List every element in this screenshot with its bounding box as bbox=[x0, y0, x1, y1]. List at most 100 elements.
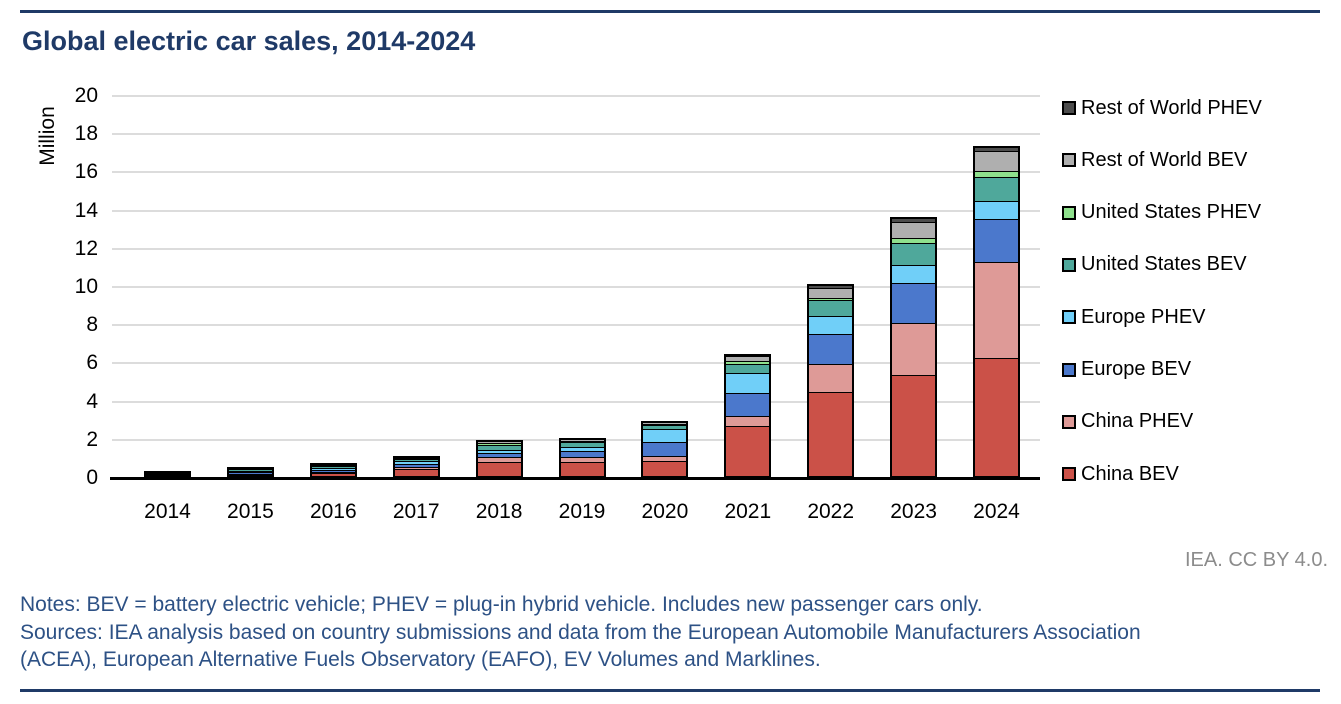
segment-boundary bbox=[558, 445, 606, 448]
x-tick-label-2019: 2019 bbox=[558, 500, 606, 523]
segment-boundary bbox=[807, 286, 855, 289]
segment-boundary bbox=[890, 282, 938, 285]
segment-boundary bbox=[724, 392, 772, 395]
bar-segment-2017-china-bev bbox=[392, 469, 440, 478]
plot-area: Million 0 2 4 6 8 10 12 14 16 18 20 2014 2015 2016 20… bbox=[36, 85, 1040, 523]
segment-boundary bbox=[392, 465, 440, 468]
segment-boundary bbox=[890, 322, 938, 325]
legend-swatch-icon bbox=[1062, 362, 1076, 377]
segment-boundary bbox=[724, 425, 772, 428]
y-tick-label-14: 14 bbox=[74, 198, 98, 222]
legend-swatch-icon bbox=[1062, 310, 1076, 325]
bar-segment-2020-united-states-bev bbox=[641, 424, 689, 430]
bar-segment-2023-china-phev bbox=[890, 323, 938, 375]
x-tick-label-2015: 2015 bbox=[227, 500, 274, 523]
legend-label: Rest of World PHEV bbox=[1081, 96, 1262, 119]
segment-boundary bbox=[475, 461, 523, 464]
segment-boundary bbox=[558, 456, 606, 459]
segment-boundary bbox=[973, 261, 1020, 264]
segment-boundary bbox=[807, 332, 855, 335]
bar-segment-2022-china-phev bbox=[807, 364, 855, 393]
gridline-18 bbox=[112, 133, 1040, 136]
legend-swatch-icon bbox=[1062, 257, 1076, 272]
y-tick-label-12: 12 bbox=[74, 236, 98, 260]
bar-segment-2023-rest-of-world-phev bbox=[890, 217, 938, 223]
segment-boundary bbox=[392, 463, 440, 466]
legend-swatch-icon bbox=[1062, 101, 1076, 115]
bar-2016 bbox=[309, 462, 357, 478]
bar-segment-2023-rest-of-world-bev bbox=[890, 222, 938, 239]
legend-label: Rest of World BEV bbox=[1081, 148, 1248, 171]
segment-boundary bbox=[226, 474, 274, 477]
bar-segment-2019-europe-bev bbox=[558, 450, 606, 458]
bar-segment-2023-united-states-bev bbox=[890, 243, 938, 266]
segment-boundary bbox=[558, 441, 606, 444]
bar-segment-2020-china-phev bbox=[641, 456, 689, 461]
x-tick-label-2016: 2016 bbox=[309, 500, 357, 523]
x-tick-label-2024: 2024 bbox=[973, 500, 1020, 523]
bar-segment-2020-europe-bev bbox=[641, 441, 689, 457]
segment-boundary bbox=[475, 444, 523, 447]
x-tick-label-2022: 2022 bbox=[807, 500, 855, 523]
bar-segment-2019-europe-phev bbox=[558, 446, 606, 451]
bar-segment-2018-china-phev bbox=[475, 457, 523, 463]
legend-item-europe-phev: Europe PHEV bbox=[1062, 305, 1206, 329]
bar-segment-2024-rest-of-world-phev bbox=[973, 145, 1020, 152]
segment-boundary bbox=[641, 428, 689, 431]
segment-boundary bbox=[475, 452, 523, 455]
y-axis-title: Million bbox=[36, 106, 59, 166]
segment-boundary bbox=[558, 439, 606, 442]
segment-boundary bbox=[309, 470, 357, 473]
x-tick-label-2014: 2014 bbox=[144, 500, 191, 523]
bar-segment-2022-europe-phev bbox=[807, 315, 855, 334]
bar-segment-2021-china-bev bbox=[724, 426, 772, 478]
notes-block: Notes: BEV = battery electric vehicle; P… bbox=[20, 591, 1141, 674]
bar-2019 bbox=[558, 437, 606, 478]
gridline-8 bbox=[112, 324, 1040, 327]
segment-boundary bbox=[309, 468, 357, 471]
bar-segment-2018-united-states-bev bbox=[475, 445, 523, 450]
segment-boundary bbox=[392, 458, 440, 461]
bar-segment-2017-europe-phev bbox=[392, 461, 440, 465]
legend-item-rest-of-world-bev: Rest of World BEV bbox=[1062, 148, 1247, 172]
gridline-14 bbox=[112, 209, 1040, 212]
segment-boundary bbox=[724, 363, 772, 366]
bar-segment-2022-united-states-phev bbox=[807, 297, 855, 301]
bar-segment-2018-rest-of-world-bev bbox=[475, 440, 523, 444]
segment-boundary bbox=[973, 356, 1020, 359]
segment-boundary bbox=[890, 264, 938, 267]
legend-label: Europe PHEV bbox=[1081, 305, 1206, 328]
segment-boundary bbox=[807, 391, 855, 394]
top-divider-rule bbox=[20, 10, 1320, 13]
bottom-divider-rule bbox=[20, 689, 1320, 692]
legend-swatch-icon bbox=[1062, 153, 1076, 168]
segment-boundary bbox=[973, 169, 1020, 172]
legend-item-united-states-phev: United States PHEV bbox=[1062, 201, 1261, 225]
segment-boundary bbox=[890, 237, 938, 240]
bar-segment-2023-europe-bev bbox=[890, 283, 938, 324]
legend-item-china-bev: China BEV bbox=[1062, 462, 1179, 486]
sources-line-continued: (ACEA), European Alternative Fuels Obser… bbox=[20, 648, 821, 671]
legend-label: China PHEV bbox=[1081, 410, 1194, 433]
bar-2018 bbox=[475, 439, 523, 478]
bar-segment-2024-china-phev bbox=[973, 262, 1020, 358]
y-tick-label-8: 8 bbox=[86, 313, 98, 337]
legend-item-united-states-bev: United States BEV bbox=[1062, 253, 1247, 277]
gridline-4 bbox=[112, 400, 1040, 403]
bar-segment-2024-united-states-bev bbox=[973, 177, 1020, 202]
bar-segment-2024-rest-of-world-bev bbox=[973, 151, 1020, 171]
segment-boundary bbox=[890, 373, 938, 376]
bar-2017 bbox=[392, 455, 440, 478]
segment-boundary bbox=[309, 466, 357, 469]
segment-boundary bbox=[226, 471, 274, 474]
x-axis-line bbox=[110, 477, 1040, 480]
segment-boundary bbox=[641, 440, 689, 443]
segment-boundary bbox=[641, 422, 689, 425]
legend-item-rest-of-world-phev: Rest of World PHEV bbox=[1062, 96, 1262, 120]
segment-boundary bbox=[973, 218, 1020, 221]
bar-outline-2020 bbox=[641, 420, 689, 478]
gridline-10 bbox=[112, 286, 1040, 288]
segment-boundary bbox=[226, 473, 274, 475]
bar-segment-2018-china-bev bbox=[475, 462, 523, 478]
